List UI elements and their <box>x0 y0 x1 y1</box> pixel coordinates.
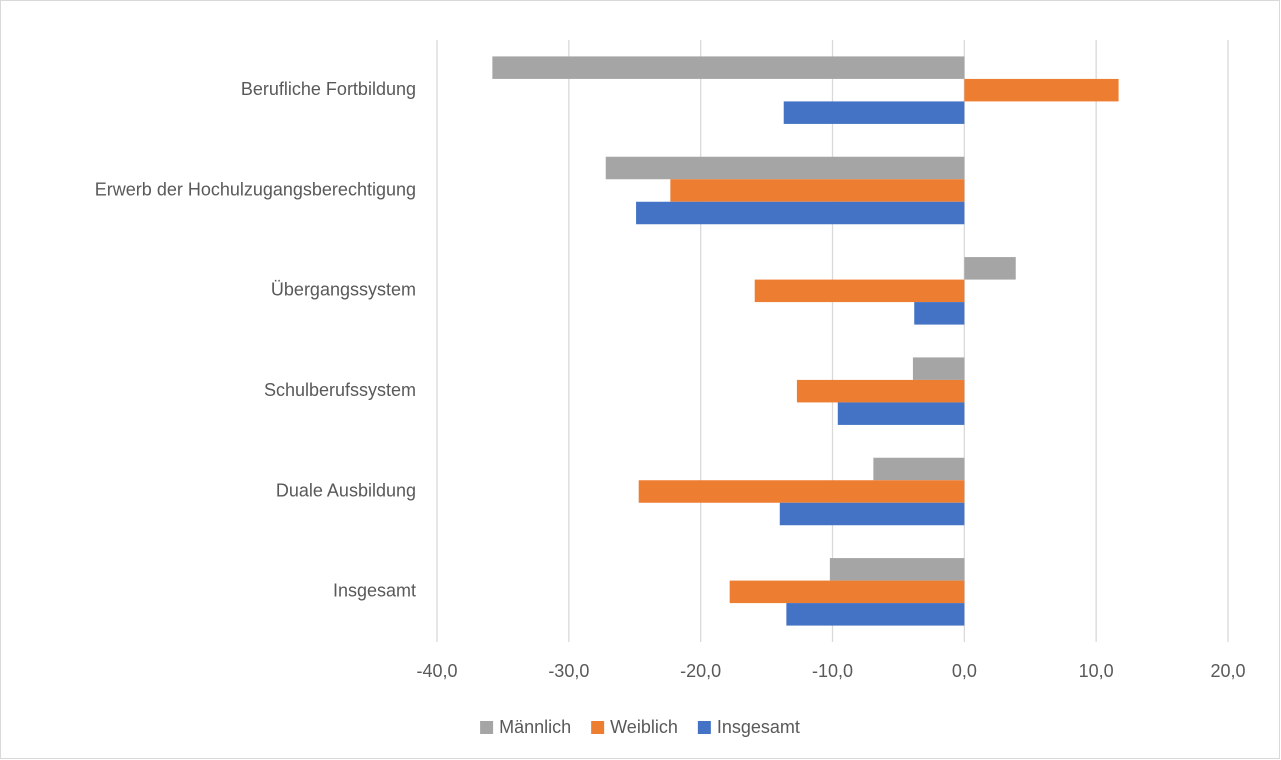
bar <box>912 357 965 380</box>
legend-label: Weiblich <box>610 717 678 737</box>
y-tick-label: Schulberufssystem <box>264 380 416 400</box>
bar <box>873 457 965 481</box>
legend-swatch <box>480 721 494 734</box>
y-tick-label: Übergangssystem <box>271 280 416 300</box>
x-tick-label: -10,0 <box>812 661 853 681</box>
bar <box>729 580 965 604</box>
bar <box>779 502 965 526</box>
bar <box>829 558 965 581</box>
bar <box>786 603 965 626</box>
bar <box>636 201 965 225</box>
x-tick-label: -20,0 <box>680 661 721 681</box>
bar <box>796 379 965 403</box>
bar <box>605 156 965 180</box>
bar <box>837 402 965 425</box>
legend-swatch <box>697 721 711 734</box>
x-tick-label: -30,0 <box>548 661 589 681</box>
x-tick-label: 10,0 <box>1079 661 1114 681</box>
y-tick-label: Insgesamt <box>333 581 416 601</box>
y-tick-label: Berufliche Fortbildung <box>241 79 416 99</box>
y-tick-label: Duale Ausbildung <box>276 480 416 500</box>
x-tick-label: 0,0 <box>952 661 977 681</box>
bar <box>964 257 1016 280</box>
x-tick-label: -40,0 <box>416 661 457 681</box>
bar <box>754 279 965 303</box>
bar <box>670 179 965 202</box>
bar <box>783 101 965 124</box>
legend-label: Insgesamt <box>717 717 800 737</box>
legend-swatch <box>591 721 605 734</box>
bar <box>914 302 965 325</box>
bar <box>638 480 965 503</box>
legend-label: Männlich <box>499 717 571 737</box>
bar <box>964 78 1119 102</box>
y-tick-label: Erwerb der Hochulzugangsberechtigung <box>95 179 416 199</box>
x-tick-label: 20,0 <box>1210 661 1245 681</box>
bar <box>492 56 965 79</box>
